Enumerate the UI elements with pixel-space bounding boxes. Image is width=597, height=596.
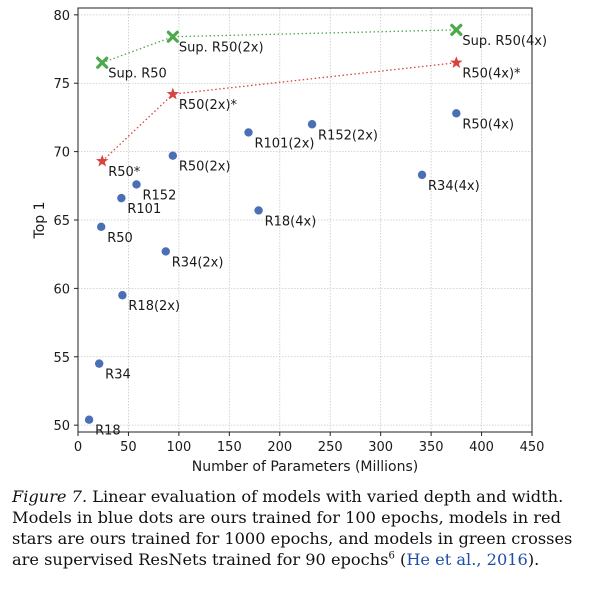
- x-axis: 0 50 100 150 200 250 300 350 400 450: [74, 432, 545, 455]
- cross-marker: [450, 23, 463, 36]
- data-point: [84, 415, 94, 424]
- data-point: [117, 193, 126, 203]
- x-tick-label: 250: [318, 440, 343, 455]
- point-label: Sup. R50(2x): [179, 41, 264, 56]
- y-tick-label: 55: [53, 351, 70, 366]
- scatter-chart: 0 50 100 150 200 250 300 350 400 450 50 55 60 65 70 75…: [32, 7, 547, 475]
- data-point: [244, 128, 253, 137]
- cross-marker: [96, 56, 109, 69]
- x-tick-label: 100: [166, 440, 191, 455]
- star-marker: [96, 154, 109, 167]
- point-label: R50(4x)*: [462, 67, 521, 82]
- point-label: R152(2x): [318, 128, 378, 143]
- point-label: R18(2x): [128, 299, 180, 314]
- x-tick-label: 50: [120, 440, 137, 455]
- data-point: [307, 120, 317, 129]
- point-label: R50(2x): [179, 160, 231, 175]
- point-label: R18(4x): [265, 214, 317, 229]
- point-label: R101(2x): [255, 136, 315, 151]
- citation-link[interactable]: He et al., 2016: [406, 550, 528, 569]
- data-point: [452, 109, 461, 118]
- point-label: R34: [105, 368, 131, 383]
- point-label: Sup. R50(4x): [462, 34, 547, 49]
- y-tick-label: 65: [53, 214, 70, 229]
- y-tick-label: 60: [53, 282, 70, 297]
- caption-close-paren: ).: [527, 550, 540, 569]
- point-label: R34(2x): [172, 255, 224, 270]
- x-tick-label: 150: [217, 440, 242, 455]
- point-label: R50(4x): [462, 117, 514, 132]
- grid: [77, 8, 533, 432]
- footnote-mark: 6: [388, 550, 395, 562]
- y-axis-title: Top 1: [32, 202, 48, 240]
- point-label: R18: [95, 424, 121, 439]
- figure-label: Figure 7.: [12, 487, 88, 506]
- y-tick-label: 80: [53, 9, 70, 24]
- x-tick-label: 400: [469, 440, 494, 455]
- point-label: Sup. R50: [108, 67, 167, 82]
- caption-text: Linear evaluation of models with varied …: [12, 487, 573, 569]
- point-label: R50*: [108, 165, 141, 180]
- caption-open-paren: (: [394, 550, 407, 569]
- data-point: [132, 180, 141, 189]
- data-point: [94, 359, 104, 368]
- data-point: [254, 206, 263, 215]
- y-tick-label: 75: [53, 77, 70, 92]
- point-label: R152: [143, 188, 177, 203]
- point-label: R50(2x)*: [179, 98, 238, 113]
- point-label: R34(4x): [428, 179, 480, 194]
- data-point: [118, 291, 127, 300]
- x-tick-label: 450: [520, 440, 545, 455]
- point-label: R101: [127, 202, 161, 217]
- data-point: [417, 170, 427, 180]
- point-label: R50: [107, 231, 133, 246]
- figure-caption: Figure 7. Linear evaluation of models wi…: [12, 486, 587, 570]
- data-point: [97, 222, 106, 232]
- star-marker: [166, 87, 180, 100]
- y-tick-label: 50: [53, 419, 70, 434]
- y-tick-label: 70: [53, 146, 70, 161]
- x-tick-label: 0: [74, 440, 82, 455]
- data-point: [168, 151, 178, 160]
- cross-marker: [166, 30, 179, 43]
- x-tick-label: 300: [368, 440, 393, 455]
- data-marks: [84, 23, 463, 424]
- data-point: [161, 247, 170, 256]
- x-axis-title: Number of Parameters (Millions): [192, 459, 419, 475]
- x-tick-label: 200: [267, 440, 292, 455]
- x-tick-label: 350: [419, 440, 444, 455]
- y-axis: 50 55 60 65 70 75 80: [53, 9, 78, 434]
- series-line: [101, 29, 457, 64]
- star-marker: [450, 56, 463, 68]
